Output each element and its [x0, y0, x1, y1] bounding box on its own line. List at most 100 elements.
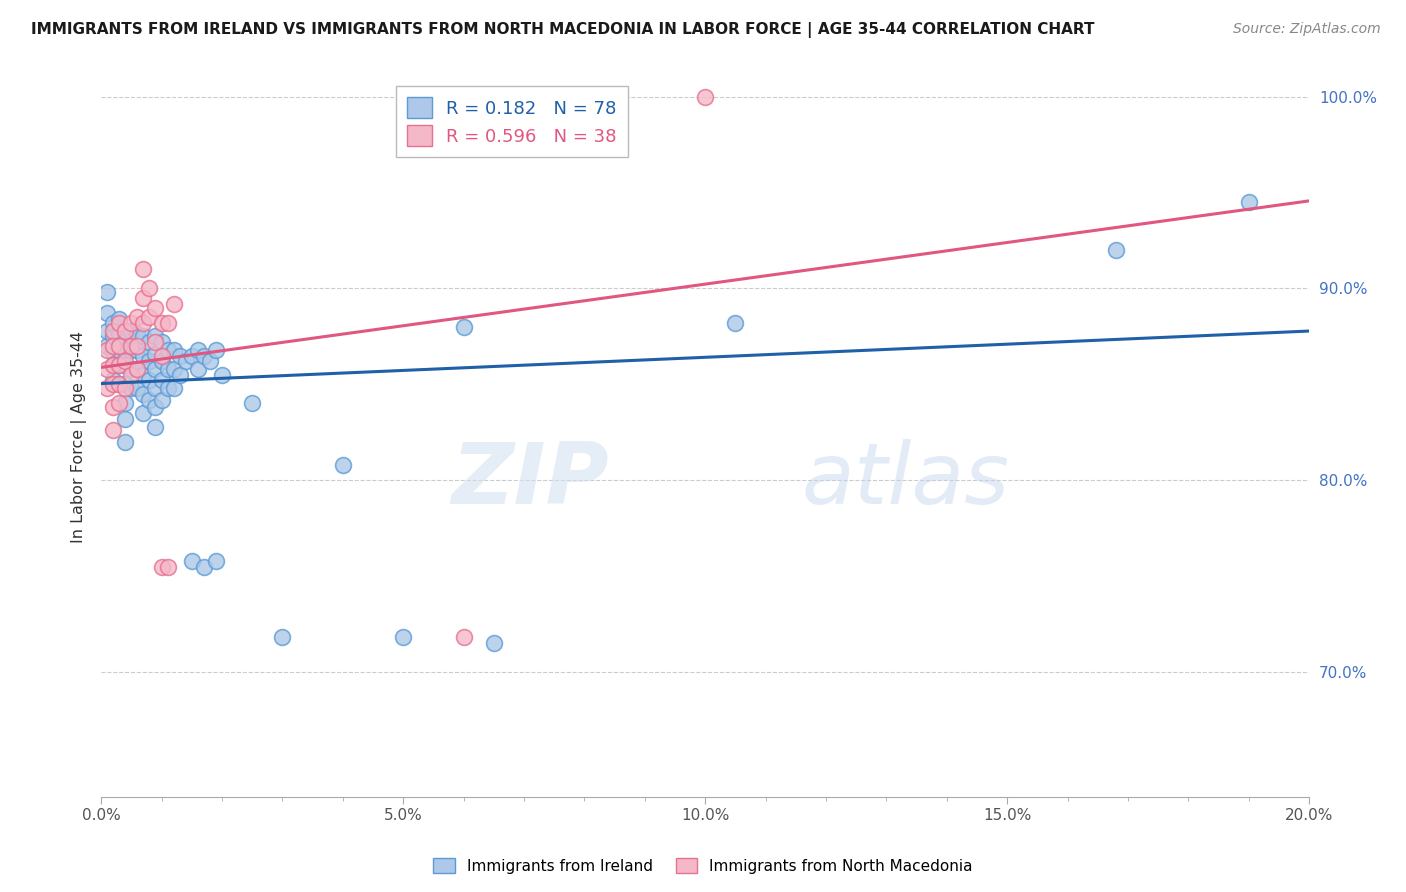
- Point: [108, 358, 131, 372]
- Point: [96, 381, 118, 395]
- Point: [145, 301, 167, 315]
- Text: IMMIGRANTS FROM IRELAND VS IMMIGRANTS FROM NORTH MACEDONIA IN LABOR FORCE | AGE : IMMIGRANTS FROM IRELAND VS IMMIGRANTS FR…: [31, 22, 1094, 38]
- Point: [150, 559, 173, 574]
- Point: [145, 419, 167, 434]
- Point: [156, 559, 179, 574]
- Point: [138, 354, 160, 368]
- Point: [103, 344, 125, 359]
- Point: [695, 89, 717, 103]
- Point: [127, 343, 149, 357]
- Point: [114, 324, 136, 338]
- Point: [96, 362, 118, 376]
- Point: [108, 312, 131, 326]
- Point: [150, 335, 173, 350]
- Point: [127, 362, 149, 376]
- Point: [162, 297, 184, 311]
- Point: [103, 316, 125, 330]
- Text: atlas: atlas: [801, 439, 1010, 522]
- Point: [180, 554, 202, 568]
- Point: [96, 306, 118, 320]
- Point: [108, 316, 131, 330]
- Point: [114, 343, 136, 357]
- Point: [150, 374, 173, 388]
- Point: [198, 354, 221, 368]
- Point: [145, 401, 167, 415]
- Point: [120, 324, 142, 338]
- Point: [240, 396, 263, 410]
- Legend: R = 0.182   N = 78, R = 0.596   N = 38: R = 0.182 N = 78, R = 0.596 N = 38: [396, 87, 628, 157]
- Point: [114, 329, 136, 343]
- Point: [150, 349, 173, 363]
- Point: [114, 377, 136, 392]
- Point: [132, 329, 155, 343]
- Point: [114, 434, 136, 449]
- Point: [150, 316, 173, 330]
- Point: [103, 339, 125, 353]
- Point: [132, 368, 155, 382]
- Point: [453, 319, 475, 334]
- Point: [114, 412, 136, 426]
- Point: [150, 354, 173, 368]
- Point: [162, 362, 184, 376]
- Point: [108, 327, 131, 342]
- Point: [187, 343, 209, 357]
- Point: [138, 335, 160, 350]
- Point: [145, 335, 167, 350]
- Legend: Immigrants from Ireland, Immigrants from North Macedonia: Immigrants from Ireland, Immigrants from…: [427, 852, 979, 880]
- Point: [205, 554, 228, 568]
- Point: [193, 559, 215, 574]
- Point: [103, 339, 125, 353]
- Point: [103, 358, 125, 372]
- Point: [156, 362, 179, 376]
- Text: Source: ZipAtlas.com: Source: ZipAtlas.com: [1233, 22, 1381, 37]
- Point: [127, 310, 149, 325]
- Point: [211, 368, 233, 382]
- Point: [453, 631, 475, 645]
- Point: [193, 349, 215, 363]
- Point: [145, 329, 167, 343]
- Point: [114, 381, 136, 395]
- Point: [150, 392, 173, 407]
- Point: [180, 349, 202, 363]
- Point: [120, 316, 142, 330]
- Point: [724, 316, 747, 330]
- Point: [156, 381, 179, 395]
- Point: [392, 631, 415, 645]
- Point: [120, 368, 142, 382]
- Point: [120, 362, 142, 376]
- Point: [187, 362, 209, 376]
- Point: [162, 343, 184, 357]
- Point: [103, 324, 125, 338]
- Point: [169, 349, 191, 363]
- Point: [108, 339, 131, 353]
- Point: [132, 291, 155, 305]
- Point: [120, 339, 142, 353]
- Point: [132, 349, 155, 363]
- Point: [103, 401, 125, 415]
- Point: [145, 346, 167, 360]
- Point: [127, 339, 149, 353]
- Point: [138, 392, 160, 407]
- Point: [108, 377, 131, 392]
- Point: [1105, 243, 1128, 257]
- Point: [108, 339, 131, 353]
- Point: [103, 377, 125, 392]
- Point: [103, 358, 125, 372]
- Y-axis label: In Labor Force | Age 35-44: In Labor Force | Age 35-44: [72, 331, 87, 543]
- Point: [127, 381, 149, 395]
- Point: [271, 631, 294, 645]
- Point: [162, 381, 184, 395]
- Point: [103, 329, 125, 343]
- Point: [1237, 195, 1260, 210]
- Point: [169, 368, 191, 382]
- Point: [96, 343, 118, 357]
- Point: [482, 636, 505, 650]
- Point: [96, 339, 118, 353]
- Point: [138, 374, 160, 388]
- Point: [145, 362, 167, 376]
- Point: [96, 324, 118, 338]
- Point: [156, 343, 179, 357]
- Point: [108, 377, 131, 392]
- Point: [132, 387, 155, 401]
- Point: [127, 327, 149, 342]
